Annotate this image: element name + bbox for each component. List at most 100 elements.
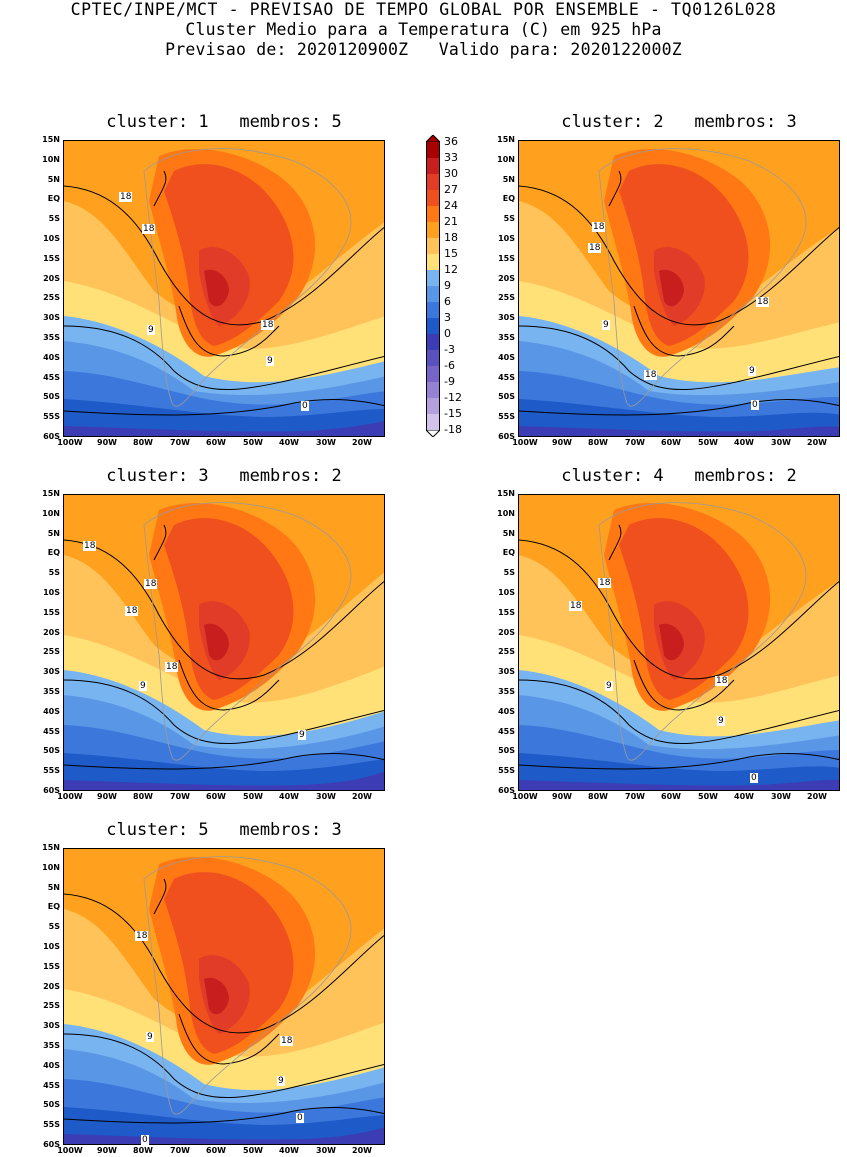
latitude-label: 10N [497, 509, 515, 518]
contour-label: 18 [588, 243, 602, 253]
latitude-label: 45S [498, 727, 515, 736]
panel-title: cluster: 4 membros: 2 [561, 466, 797, 486]
contour-line-4 [633, 659, 735, 711]
latitude-label: 5S [48, 214, 60, 223]
contour-line-1 [519, 679, 839, 745]
longitude-label: 40W [734, 792, 754, 801]
coastline [143, 502, 352, 761]
contour-label: 18 [592, 222, 606, 232]
latitude-label: 40S [43, 1061, 60, 1070]
colorbar-label: 3 [444, 311, 451, 324]
latitude-label: 20S [43, 274, 60, 283]
contour-label: 0 [301, 401, 309, 411]
contour-line-2 [64, 753, 384, 770]
latitude-label: 55S [498, 412, 515, 421]
colorbar-label: 30 [444, 167, 458, 180]
longitude-label: 40W [279, 438, 299, 447]
latitude-label: 50S [498, 746, 515, 755]
longitude-label: 60W [206, 1146, 226, 1155]
latitude-label: 10N [42, 155, 60, 164]
shaded-band-7 [519, 779, 839, 790]
longitude-label: 30W [771, 438, 791, 447]
contour-label: 18 [142, 224, 156, 234]
latitude-label: 25S [498, 647, 515, 656]
longitude-label: 70W [170, 438, 190, 447]
latitude-label: 60S [43, 432, 60, 441]
colorbar-swatch [426, 366, 440, 382]
latitude-label: 30S [498, 313, 515, 322]
longitude-label: 70W [170, 792, 190, 801]
header-title: CPTEC/INPE/MCT - PREVISAO DE TEMPO GLOBA… [70, 0, 777, 19]
map-canvas [64, 495, 384, 790]
latitude-label: 45S [498, 373, 515, 382]
latitude-label: 30S [43, 313, 60, 322]
latitude-label: 15N [497, 135, 515, 144]
longitude-label: 20W [352, 792, 372, 801]
shaded-band-11 [204, 623, 229, 661]
colorbar-label: 33 [444, 151, 458, 164]
latitude-label: 55S [43, 412, 60, 421]
latitude-label: 15N [42, 843, 60, 852]
latitude-label: 40S [43, 353, 60, 362]
latitude-label: 40S [498, 353, 515, 362]
contour-label: 18 [165, 662, 179, 672]
temperature-map [518, 494, 840, 791]
colorbar-swatch [426, 302, 440, 318]
contour-line-1 [64, 1033, 384, 1099]
longitude-label: 50W [243, 438, 263, 447]
map-panel-5: cluster: 5 membros: 3 18 9 18 9 0 0 15N 10N 5N EQ 5… [42, 820, 385, 1155]
contour-line-4 [178, 1013, 280, 1065]
contour-label: 18 [644, 370, 658, 380]
latitude-label: 60S [498, 786, 515, 795]
contour-line-3 [153, 878, 167, 915]
colorbar-label: 36 [444, 135, 458, 148]
colorbar-label: 12 [444, 263, 458, 276]
latitude-label: 10S [498, 588, 515, 597]
map-panel-4: cluster: 4 membros: 2 18 18 18 9 9 0 15N 10N 5N EQ… [497, 466, 840, 801]
contour-line-4 [178, 659, 280, 711]
longitude-label: 90W [552, 438, 572, 447]
latitude-label: 55S [43, 766, 60, 775]
panel-title: cluster: 5 membros: 3 [106, 820, 342, 840]
latitude-label: 25S [498, 293, 515, 302]
shaded-band-11 [659, 269, 684, 307]
figure-header: CPTEC/INPE/MCT - PREVISAO DE TEMPO GLOBA… [0, 0, 847, 60]
contour-line-3 [608, 170, 622, 207]
latitude-label: EQ [47, 902, 60, 911]
latitude-label: 5N [47, 529, 60, 538]
temperature-map [63, 140, 385, 437]
shaded-band-6 [64, 1107, 384, 1144]
longitude-label: 80W [133, 438, 153, 447]
contour-line-1 [519, 325, 839, 391]
colorbar-label: 27 [444, 183, 458, 196]
longitude-label: 70W [170, 1146, 190, 1155]
latitude-label: 55S [498, 766, 515, 775]
colorbar: 36 33 30 27 24 21 18 15 12 9 6 3 0 -3 -6 -9 -12 -15 -18 [426, 135, 462, 437]
contour-label: 9 [717, 716, 725, 726]
map-panel-2: cluster: 2 membros: 3 18 18 18 9 18 9 0 15N 10N 5N… [497, 112, 840, 447]
latitude-label: 15S [43, 962, 60, 971]
map-canvas [519, 141, 839, 436]
latitude-label: 5S [503, 214, 515, 223]
latitude-label: 50S [43, 746, 60, 755]
contour-label: 18 [715, 676, 729, 686]
longitude-label: 80W [588, 792, 608, 801]
contour-label: 18 [135, 931, 149, 941]
coastline [598, 502, 807, 761]
colorbar-label: -18 [444, 423, 462, 436]
latitude-label: 55S [43, 1120, 60, 1129]
temperature-map [63, 848, 385, 1145]
colorbar-label: -15 [444, 407, 462, 420]
contour-line-0 [519, 539, 839, 680]
panel-title: cluster: 1 membros: 5 [106, 112, 342, 132]
latitude-label: 5N [502, 175, 515, 184]
latitude-label: 60S [498, 432, 515, 441]
contour-line-4 [178, 305, 280, 357]
latitude-label: 5N [47, 175, 60, 184]
contour-line-0 [64, 185, 384, 326]
contour-line-0 [519, 185, 839, 326]
shaded-band-6 [64, 753, 384, 790]
colorbar-swatch [426, 382, 440, 398]
latitude-label: 60S [43, 786, 60, 795]
latitude-label: 45S [43, 727, 60, 736]
